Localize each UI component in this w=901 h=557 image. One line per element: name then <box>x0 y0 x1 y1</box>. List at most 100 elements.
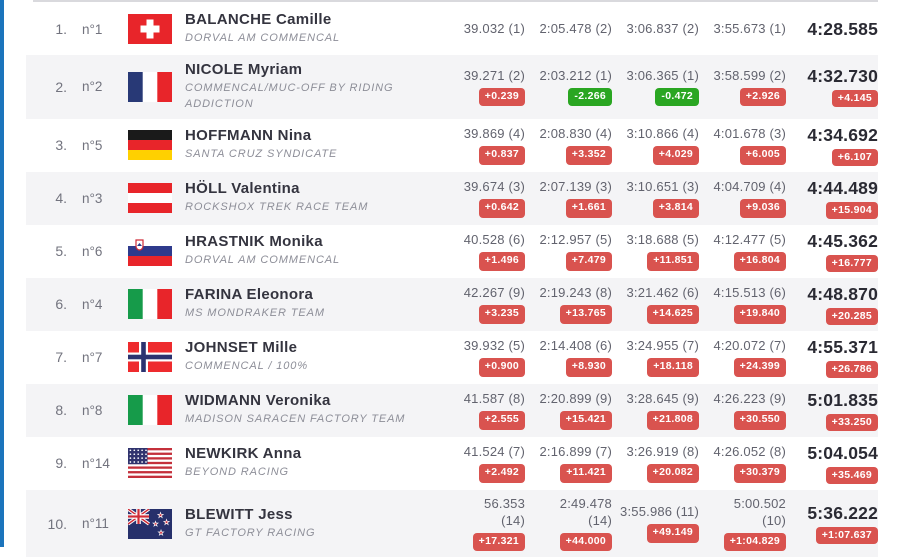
time-delta-badge: +13.765 <box>559 305 612 324</box>
split-time: 2:03.212 (1) <box>539 67 612 83</box>
rank-label: 2. <box>55 78 67 95</box>
time-delta-badge: +1:04.829 <box>723 532 786 552</box>
rider-info: JOHNSET Mille COMMENCAL / 100% <box>185 339 438 375</box>
time-delta-badge: +6.107 <box>831 148 878 166</box>
split-time: 4:15.513 (6) <box>713 285 786 301</box>
results-table: 1. n°1 BALANCHE Camille DORVAL AM COMMEN… <box>26 3 878 557</box>
rider-info: BLEWITT Jess GT FACTORY RACING <box>185 506 438 542</box>
split-time-cell: 4:15.513 (6) +19.840 <box>699 285 786 324</box>
rider-team: DORVAL AM COMMENCAL <box>185 254 341 267</box>
result-row[interactable]: 5. n°6 HRASTNIK Monika DORVAL AM COMMENC… <box>26 225 878 278</box>
split-time-cell: 3:26.919 (8) +20.082 <box>612 444 699 483</box>
result-row[interactable]: 1. n°1 BALANCHE Camille DORVAL AM COMMEN… <box>26 3 878 55</box>
split-time: 3:06.365 (1) <box>626 67 699 83</box>
split-time: 2:16.899 (7) <box>539 444 612 460</box>
split-time: 4:04.709 (4) <box>713 179 786 195</box>
rank-label: 8. <box>55 402 67 419</box>
split-time: 2:12.957 (5) <box>539 232 612 248</box>
rank-label: 5. <box>55 243 67 260</box>
split-time-cell: 40.528 (6) +1.496 <box>438 232 525 271</box>
result-row[interactable]: 10. n°11 ★ ★ ★ ★ BLEWITT Jess GT FACTORY RA… <box>26 489 878 557</box>
split-time-cell: 2:19.243 (8) +13.765 <box>525 285 612 324</box>
time-delta-badge: +18.118 <box>647 358 699 377</box>
split-time-cell: 2:49.478 (14) +44.000 <box>525 495 612 552</box>
split-time: 4:26.052 (8) <box>713 444 786 460</box>
split-time-cell: 2:14.408 (6) +8.930 <box>525 338 612 377</box>
final-time-cell: 5:36.222 +1:07.637 <box>786 503 878 545</box>
time-delta-badge: +30.550 <box>733 411 786 430</box>
time-delta-badge: +11.851 <box>647 252 699 271</box>
final-time-cell: 4:28.585 <box>786 19 878 40</box>
france-flag-icon <box>128 71 172 102</box>
final-time: 4:34.692 <box>807 124 878 145</box>
time-delta-badge: +2.492 <box>478 464 525 483</box>
table-top-divider <box>33 0 878 2</box>
split-time-cell: 2:16.899 (7) +11.421 <box>525 444 612 483</box>
time-delta-badge: +0.239 <box>478 87 525 107</box>
rider-info: NICOLE Myriam COMMENCAL/MUC-OFF BY RIDIN… <box>185 61 438 113</box>
split-time: 4:26.223 (9) <box>713 391 786 407</box>
time-delta-badge: +30.379 <box>733 464 786 483</box>
bib-number: n°5 <box>82 137 103 153</box>
split-time-cell: 2:08.830 (4) +3.352 <box>525 126 612 165</box>
split-time-cell: 2:03.212 (1) -2.266 <box>525 68 612 107</box>
split-time: 39.869 (4) <box>463 126 525 142</box>
final-time: 5:36.222 <box>807 503 878 524</box>
final-time: 4:55.371 <box>807 336 878 357</box>
bib-number: n°14 <box>82 455 110 471</box>
bib-number: n°6 <box>82 243 103 259</box>
split-time: 3:26.919 (8) <box>626 444 699 460</box>
split-time-cell: 41.524 (7) +2.492 <box>438 444 525 483</box>
result-row[interactable]: 9. n°14 NEWKIRK Anna BEYOND RACING 41.52… <box>26 437 878 490</box>
time-delta-badge: +6.005 <box>739 146 786 165</box>
split-time: 3:18.688 (5) <box>626 232 699 248</box>
time-delta-badge: +8.930 <box>565 358 612 377</box>
split-time-cell: 56.353 (14) +17.321 <box>438 495 525 552</box>
germany-flag-icon <box>128 130 172 161</box>
split-time-cell: 3:21.462 (6) +14.625 <box>612 285 699 324</box>
bib-number: n°3 <box>82 190 103 206</box>
rider-team: COMMENCAL / 100% <box>185 360 309 373</box>
split-time-cell: 39.032 (1) <box>438 21 525 38</box>
rider-name: NEWKIRK Anna <box>185 445 302 463</box>
result-row[interactable]: 2. n°2 NICOLE Myriam COMMENCAL/MUC-OFF B… <box>26 55 878 119</box>
svg-text:★: ★ <box>153 520 159 528</box>
time-delta-badge: +0.837 <box>478 146 525 165</box>
split-time: 3:10.866 (4) <box>626 126 699 142</box>
result-row[interactable]: 6. n°4 FARINA Eleonora MS MONDRAKER TEAM… <box>26 277 878 331</box>
time-delta-badge: +19.840 <box>733 305 786 324</box>
result-row[interactable]: 3. n°5 HOFFMANN Nina SANTA CRUZ SYNDICAT… <box>26 119 878 172</box>
rider-info: NEWKIRK Anna BEYOND RACING <box>185 445 438 481</box>
split-time: 40.528 (6) <box>463 232 525 248</box>
rider-name: HOFFMANN Nina <box>185 127 312 145</box>
final-time: 4:45.362 <box>807 230 878 251</box>
bib-number: n°2 <box>82 79 103 95</box>
time-delta-badge: +14.625 <box>646 305 699 324</box>
rider-info: HÖLL Valentina ROCKSHOX TREK RACE TEAM <box>185 180 438 216</box>
rider-info: WIDMANN Veronika MADISON SARACEN FACTORY… <box>185 392 438 428</box>
time-delta-badge: +16.777 <box>825 254 878 272</box>
split-time-cell: 3:06.365 (1) -0.472 <box>612 68 699 107</box>
result-row[interactable]: 8. n°8 WIDMANN Veronika MADISON SARACEN … <box>26 383 878 437</box>
split-time: 4:20.072 (7) <box>713 338 786 354</box>
result-row[interactable]: 4. n°3 HÖLL Valentina ROCKSHOX TREK RACE… <box>26 171 878 225</box>
split-time: 39.271 (2) <box>463 67 525 83</box>
time-delta-badge: +15.904 <box>825 201 878 219</box>
rider-info: HOFFMANN Nina SANTA CRUZ SYNDICATE <box>185 127 438 163</box>
split-time: 2:49.478 (14) <box>559 495 612 528</box>
time-delta-badge: +20.082 <box>646 464 699 483</box>
rider-team: DORVAL AM COMMENCAL <box>185 32 341 45</box>
time-delta-badge: +44.000 <box>559 532 612 552</box>
time-delta-badge: +1.661 <box>565 199 612 218</box>
split-time-cell: 4:26.052 (8) +30.379 <box>699 444 786 483</box>
final-time: 4:44.489 <box>807 177 878 198</box>
usa-flag-icon <box>128 448 172 479</box>
split-time: 2:20.899 (9) <box>539 391 612 407</box>
result-row[interactable]: 7. n°7 JOHNSET Mille COMMENCAL / 100% 39… <box>26 331 878 384</box>
rank-label: 7. <box>55 349 67 366</box>
split-time: 41.587 (8) <box>463 391 525 407</box>
split-time: 56.353 (14) <box>484 495 525 528</box>
split-time-cell: 39.271 (2) +0.239 <box>438 68 525 107</box>
split-time: 3:24.955 (7) <box>626 338 699 354</box>
final-time-cell: 4:32.730 +4.145 <box>786 66 878 108</box>
